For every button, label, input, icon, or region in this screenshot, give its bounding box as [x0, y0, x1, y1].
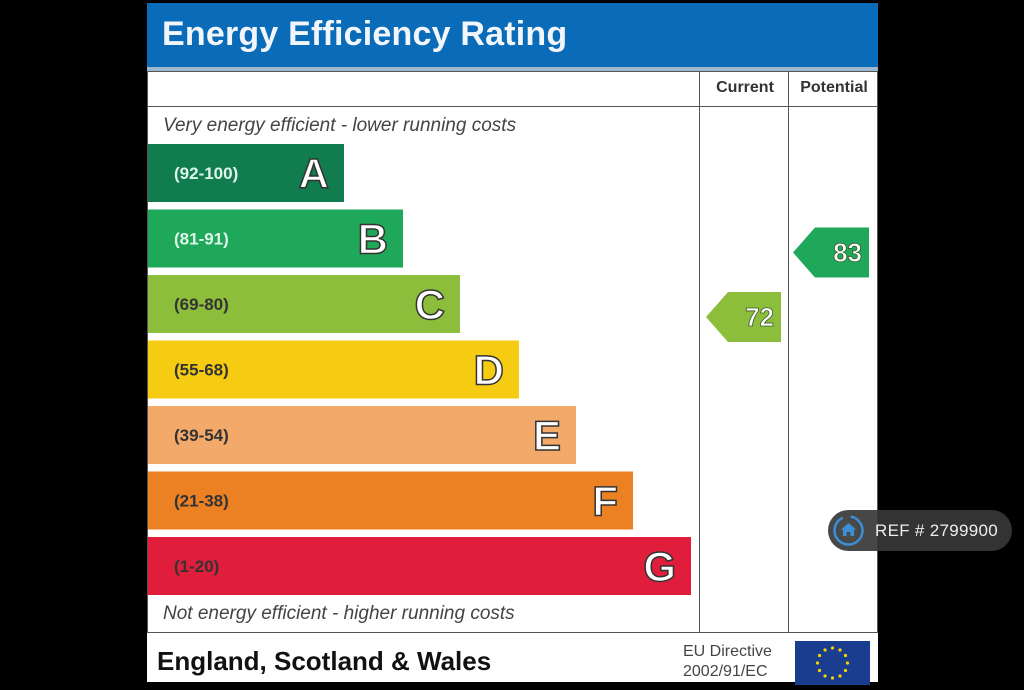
- chart-frame: [147, 71, 878, 633]
- band-a: (92-100) A: [148, 144, 344, 202]
- header-divider: [147, 106, 878, 108]
- ref-text: REF # 2799900: [875, 521, 998, 540]
- band-bar: [148, 406, 576, 464]
- band-letter: A: [299, 150, 329, 197]
- band-range-label: (55-68): [174, 361, 229, 380]
- footer-country: England, Scotland & Wales: [157, 646, 492, 676]
- band-range-label: (92-100): [174, 164, 238, 183]
- eu-star: [823, 648, 827, 652]
- eu-star: [817, 653, 822, 658]
- note-not-efficient: Not energy efficient - higher running co…: [163, 603, 515, 624]
- band-bar: [148, 471, 633, 530]
- eu-star: [843, 653, 848, 658]
- band-bar: [148, 144, 344, 202]
- eu-star: [817, 668, 822, 673]
- chart-title: Energy Efficiency Rating: [162, 15, 568, 53]
- band-g: (1-20) G: [148, 537, 691, 595]
- eu-star: [830, 676, 835, 680]
- home-icon: [833, 515, 864, 546]
- band-bar: [148, 209, 403, 268]
- energy-efficiency-rating-chart: Energy Efficiency Rating Current Potenti…: [147, 3, 878, 685]
- eu-star: [838, 648, 842, 652]
- potential-rating-arrow-value: 83: [833, 238, 862, 268]
- directive-line2: 2002/91/EC: [683, 663, 768, 680]
- band-d: (55-68) D: [148, 340, 519, 399]
- potential-rating-arrow-shape: [793, 227, 869, 278]
- band-letter: G: [643, 543, 676, 590]
- column-header-potential: Potential: [800, 79, 868, 96]
- band-bar: [148, 275, 460, 333]
- band-letter: F: [592, 478, 618, 525]
- directive-line1: EU Directive: [683, 643, 772, 660]
- divider-current: [699, 71, 701, 633]
- eu-star: [843, 668, 848, 673]
- band-e: (39-54) E: [148, 406, 576, 464]
- band-letter: E: [533, 412, 561, 459]
- eu-star: [815, 661, 820, 665]
- divider-potential: [788, 71, 790, 633]
- band-letter: C: [415, 281, 445, 328]
- title-bar: Energy Efficiency Rating: [147, 3, 878, 71]
- band-bar: [148, 537, 691, 595]
- potential-rating-arrow: 83: [793, 227, 869, 278]
- ref-badge[interactable]: REF # 2799900: [828, 510, 1012, 551]
- band-letter: D: [474, 347, 504, 394]
- band-range-label: (81-91): [174, 230, 229, 249]
- current-rating-arrow-shape: [706, 292, 781, 342]
- band-range-label: (39-54): [174, 426, 229, 445]
- band-c: (69-80) C: [148, 275, 460, 333]
- eu-flag-icon: [795, 641, 870, 685]
- eu-star: [845, 661, 850, 665]
- footer-directive: EU Directive 2002/91/EC: [683, 642, 772, 682]
- eu-star: [823, 674, 827, 678]
- band-b: (81-91) B: [148, 209, 403, 268]
- band-range-label: (69-80): [174, 295, 229, 314]
- band-range-label: (21-38): [174, 492, 229, 511]
- column-header-current: Current: [716, 79, 774, 96]
- band-letter: B: [358, 216, 388, 263]
- band-bar: [148, 340, 519, 399]
- band-range-label: (1-20): [174, 557, 219, 576]
- note-very-efficient: Very energy efficient - lower running co…: [163, 115, 517, 136]
- rating-bars: (92-100) A (81-91) B (69-80) C (55-68) D (39-54)…: [148, 144, 869, 595]
- eu-star: [830, 646, 835, 650]
- eu-star: [838, 674, 842, 678]
- current-rating-arrow: 72: [706, 292, 781, 342]
- current-rating-arrow-value: 72: [745, 302, 774, 332]
- band-f: (21-38) F: [148, 471, 633, 530]
